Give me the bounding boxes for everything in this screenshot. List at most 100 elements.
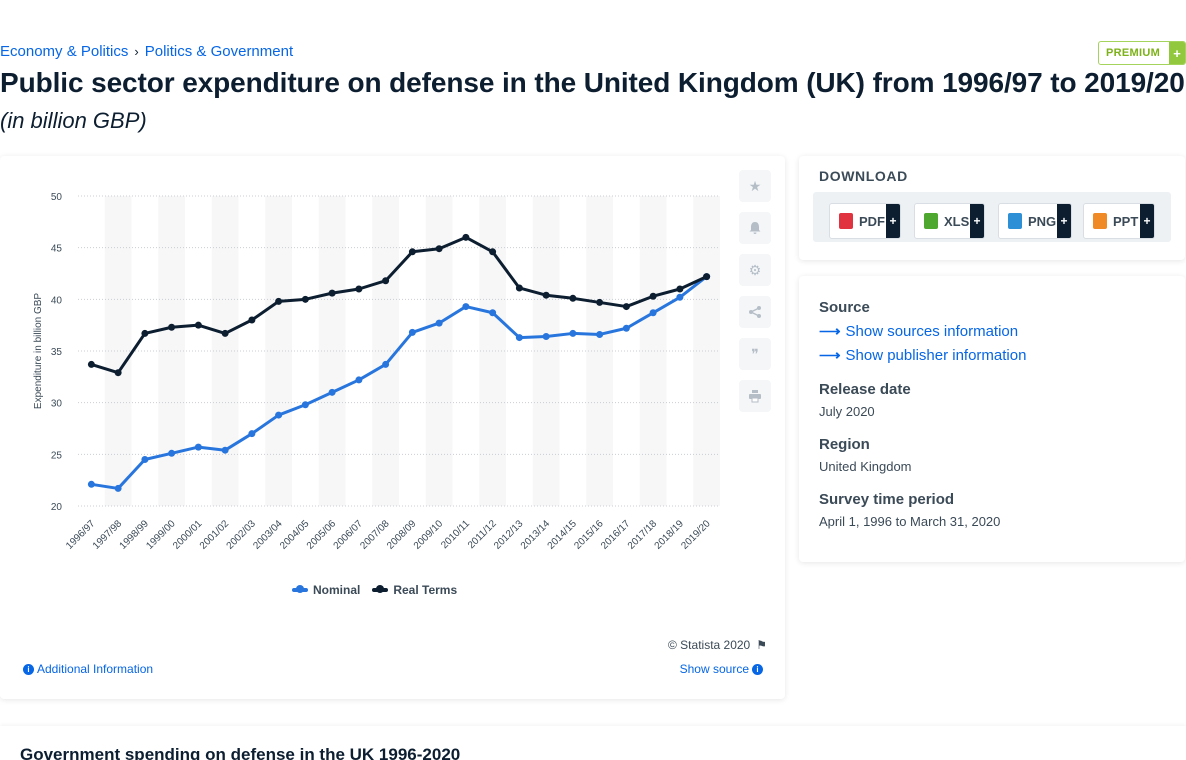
- download-pdf-plus: +: [886, 204, 900, 238]
- data-point-real-terms: [382, 277, 390, 285]
- legend-label-nominal: Nominal: [313, 583, 361, 597]
- data-point-real-terms: [703, 273, 711, 281]
- chart-toolbar: ★ ⚙ ❞: [739, 170, 771, 422]
- arrow-right-icon: ⟶: [819, 323, 841, 340]
- show-source-link[interactable]: Show source i: [680, 662, 766, 676]
- data-point-nominal: [382, 360, 390, 368]
- legend-item-real-terms[interactable]: Real Terms: [372, 583, 457, 597]
- y-tick-label: 40: [51, 295, 63, 306]
- data-point-real-terms: [408, 248, 416, 256]
- additional-information-link[interactable]: i Additional Information: [20, 662, 153, 676]
- favorite-star-icon[interactable]: ★: [739, 170, 771, 202]
- data-point-nominal: [248, 430, 256, 438]
- column-band: [586, 196, 613, 506]
- download-xls-button[interactable]: XLS +: [914, 203, 985, 239]
- download-png-button[interactable]: PNG +: [998, 203, 1072, 239]
- xls-file-icon: [924, 213, 938, 229]
- show-sources-link[interactable]: ⟶ Show sources information: [819, 322, 1019, 341]
- data-point-nominal: [435, 319, 443, 327]
- download-xls-label: XLS: [944, 213, 970, 229]
- quote-icon[interactable]: ❞: [739, 338, 771, 370]
- x-tick-label: 2009/10: [412, 518, 446, 552]
- data-point-nominal: [114, 484, 122, 492]
- data-point-real-terms: [435, 245, 443, 253]
- breadcrumb-separator: ›: [134, 44, 139, 59]
- series-line-real-terms: [90, 235, 708, 375]
- data-point-nominal: [649, 309, 657, 317]
- data-point-nominal: [596, 330, 604, 338]
- download-pdf-label: PDF: [859, 213, 885, 229]
- premium-label: PREMIUM: [1106, 47, 1161, 59]
- print-icon[interactable]: [739, 380, 771, 412]
- data-point-nominal: [221, 446, 229, 454]
- column-band: [639, 196, 667, 506]
- breadcrumb: Economy & Politics › Politics & Governme…: [0, 43, 293, 60]
- chart-copyright: © Statista 2020 ⚑: [668, 638, 767, 652]
- y-tick-label: 30: [51, 399, 63, 410]
- data-point-real-terms: [542, 291, 550, 299]
- page-subtitle: (in billion GBP): [0, 108, 147, 133]
- breadcrumb-economy-politics[interactable]: Economy & Politics: [0, 43, 129, 60]
- column-band: [693, 196, 720, 506]
- y-tick-label: 25: [51, 450, 63, 461]
- data-point-real-terms: [355, 285, 363, 293]
- details-card: Source ⟶ Show sources information ⟶ Show…: [799, 276, 1185, 562]
- notification-bell-icon[interactable]: [739, 212, 771, 244]
- ppt-file-icon: [1093, 213, 1107, 229]
- download-png-plus: +: [1057, 204, 1071, 238]
- data-point-real-terms: [221, 329, 229, 337]
- breadcrumb-politics-government[interactable]: Politics & Government: [144, 43, 294, 60]
- copyright-text: © Statista 2020: [668, 638, 751, 652]
- download-png-label: PNG: [1028, 213, 1057, 229]
- download-ppt-button[interactable]: PPT +: [1083, 203, 1155, 239]
- data-point-real-terms: [248, 316, 256, 324]
- region-value: United Kingdom: [819, 459, 912, 474]
- data-point-real-terms: [515, 284, 523, 292]
- data-point-nominal: [301, 401, 309, 409]
- download-pdf-button[interactable]: PDF +: [829, 203, 901, 239]
- additional-information-label: Additional Information: [37, 662, 154, 676]
- flag-icon[interactable]: ⚑: [756, 638, 767, 652]
- show-publisher-link[interactable]: ⟶ Show publisher information: [819, 346, 1027, 365]
- data-point-real-terms: [596, 298, 604, 306]
- data-point-nominal: [275, 411, 283, 419]
- data-point-nominal: [542, 333, 550, 341]
- download-title: DOWNLOAD: [819, 168, 908, 184]
- data-point-real-terms: [676, 285, 684, 293]
- data-point-nominal: [87, 480, 95, 488]
- data-point-real-terms: [275, 297, 283, 305]
- release-date-value: July 2020: [819, 404, 875, 419]
- data-point-nominal: [515, 334, 523, 342]
- data-point-nominal: [194, 443, 202, 451]
- chart-legend: Nominal Real Terms: [292, 583, 469, 597]
- data-point-real-terms: [194, 321, 202, 329]
- legend-item-nominal[interactable]: Nominal: [292, 583, 360, 597]
- line-chart: 20 25 30 35 40 45 50 Expenditure in billion GBP…: [33, 192, 720, 552]
- legend-swatch-real-terms: [372, 585, 389, 593]
- share-icon[interactable]: [739, 296, 771, 328]
- data-point-real-terms: [87, 360, 95, 368]
- data-point-real-terms: [141, 329, 149, 337]
- settings-gear-icon[interactable]: ⚙: [739, 254, 771, 286]
- y-tick-label: 35: [51, 347, 63, 358]
- survey-period-heading: Survey time period: [819, 491, 955, 508]
- data-point-real-terms: [489, 248, 497, 256]
- data-point-nominal: [328, 388, 336, 396]
- arrow-right-icon: ⟶: [819, 347, 841, 364]
- data-point-nominal: [408, 328, 416, 336]
- related-section-title: Government spending on defense in the UK…: [20, 745, 461, 760]
- column-band: [265, 196, 292, 506]
- show-sources-label: Show sources information: [845, 322, 1019, 340]
- y-tick-label: 45: [51, 244, 63, 255]
- premium-plus: +: [1169, 42, 1185, 64]
- data-point-nominal: [569, 329, 577, 337]
- x-tick-label: 2010/11: [439, 518, 472, 551]
- show-publisher-label: Show publisher information: [845, 346, 1027, 364]
- series-line-nominal: [91, 275, 708, 490]
- download-bar: PDF + XLS + PNG + PPT +: [813, 192, 1171, 242]
- info-icon: i: [752, 663, 763, 675]
- download-xls-plus: +: [970, 204, 984, 238]
- column-band: [318, 196, 346, 506]
- survey-period-value: April 1, 1996 to March 31, 2020: [819, 514, 1001, 529]
- premium-badge[interactable]: PREMIUM +: [1098, 41, 1186, 65]
